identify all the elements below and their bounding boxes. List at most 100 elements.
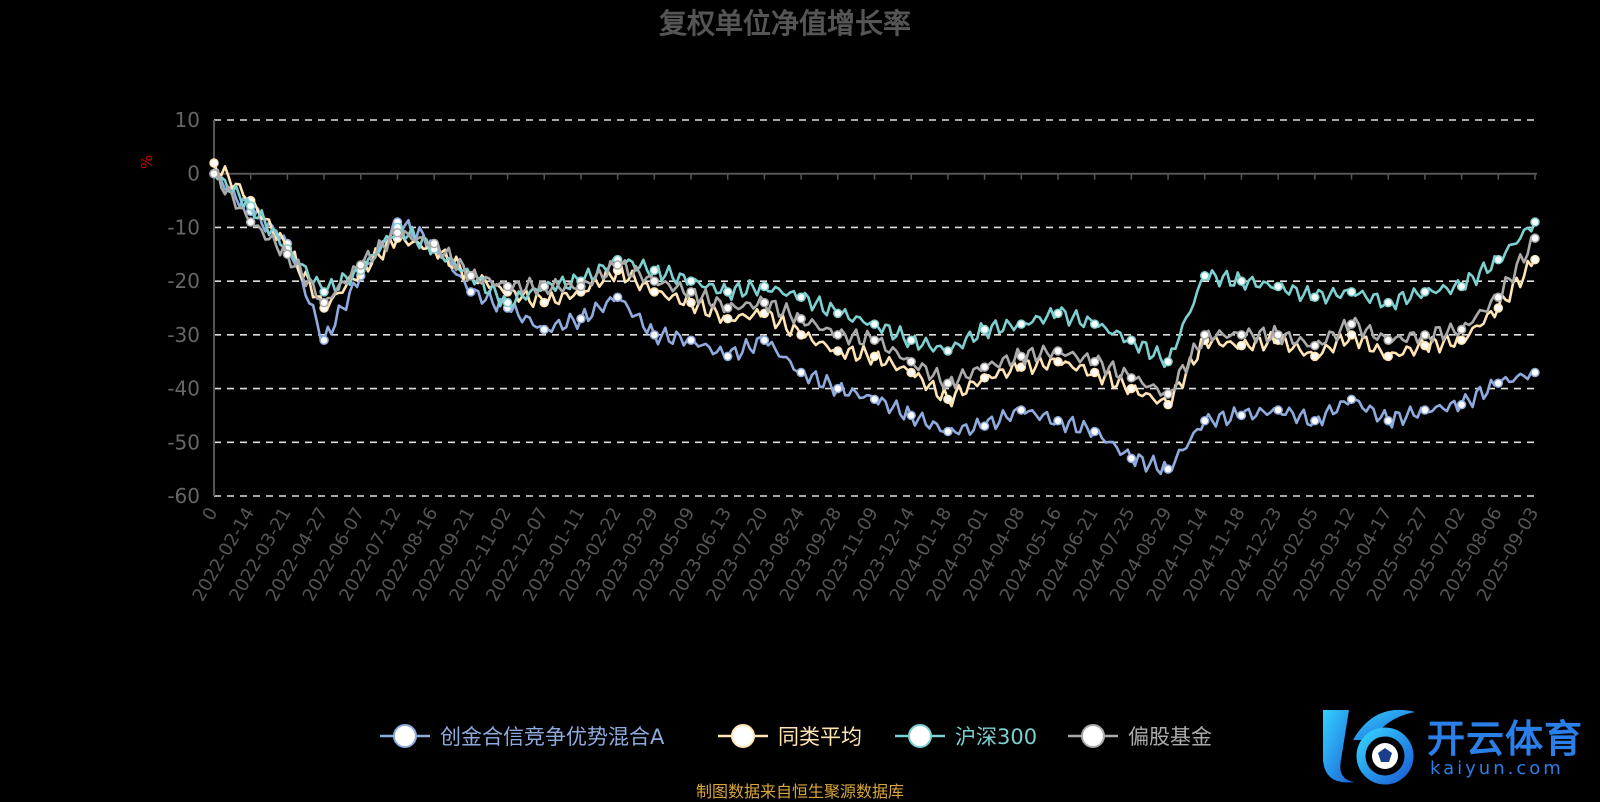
- data-point: [833, 383, 843, 394]
- data-point: [649, 276, 660, 286]
- data-point: [1493, 378, 1504, 388]
- data-point: [1383, 335, 1393, 345]
- data-point: [759, 308, 770, 319]
- y-tick-labels: 10 0 -10 -20 -30 -40 -50 -60: [167, 108, 200, 508]
- data-point: [1493, 254, 1504, 265]
- legend-marker: [731, 724, 755, 748]
- y-tick-label: -20: [167, 269, 200, 293]
- data-point: [1420, 287, 1430, 297]
- data-point: [1346, 394, 1357, 405]
- data-point: [429, 238, 439, 249]
- legend-marker: [393, 724, 417, 748]
- data-point: [1126, 373, 1137, 383]
- x-tick-labels: 02022-02-142022-03-212022-04-272022-06-0…: [189, 504, 1544, 605]
- kaiyun-logo-icon: [1323, 709, 1415, 785]
- data-point: [979, 421, 990, 431]
- data-point: [245, 217, 256, 227]
- data-point: [1530, 254, 1540, 265]
- data-point: [1163, 389, 1173, 399]
- series-line: [212, 162, 1537, 408]
- y-tick-label: -60: [167, 484, 200, 508]
- data-point: [319, 287, 329, 297]
- data-point: [1016, 405, 1027, 415]
- data-point: [906, 410, 916, 421]
- data-point: [1200, 416, 1210, 426]
- data-point: [1053, 346, 1063, 356]
- data-point: [833, 330, 843, 340]
- data-point: [282, 249, 293, 260]
- data-point: [906, 335, 916, 345]
- legend-marker: [1081, 724, 1105, 748]
- data-point: [759, 297, 770, 308]
- data-point: [1126, 383, 1137, 394]
- data-point: [906, 356, 916, 367]
- data-point: [1089, 367, 1100, 378]
- data-point: [833, 346, 843, 356]
- data-point: [1383, 416, 1393, 426]
- data-point: [1346, 319, 1357, 329]
- data-point: [1456, 281, 1467, 292]
- data-point: [245, 201, 256, 211]
- y-tick-label: -40: [167, 377, 200, 401]
- data-point: [209, 168, 219, 179]
- brand-name: 开云体育: [1427, 717, 1584, 761]
- data-point: [649, 265, 660, 276]
- data-point: [869, 335, 880, 345]
- data-point: [649, 330, 660, 340]
- data-point: [1420, 405, 1430, 415]
- data-point: [1236, 330, 1247, 340]
- axes: [213, 120, 1537, 496]
- data-point: [943, 394, 953, 405]
- data-point: [1126, 453, 1137, 464]
- data-point: [1383, 297, 1393, 308]
- data-point: [1200, 330, 1210, 340]
- data-point: [1420, 340, 1430, 351]
- chart-title: 复权单位净值增长率: [659, 7, 911, 40]
- data-point: [1236, 340, 1247, 351]
- data-point: [722, 313, 733, 324]
- data-point: [869, 351, 880, 362]
- data-point: [1456, 335, 1467, 345]
- data-point: [1236, 276, 1247, 286]
- data-point: [759, 335, 770, 345]
- data-point: [1053, 308, 1063, 319]
- y-tick-label: 10: [175, 108, 200, 132]
- y-tick-label: -50: [167, 430, 200, 454]
- data-point: [1089, 426, 1100, 437]
- series-lines: [209, 158, 1540, 476]
- data-point: [1310, 340, 1320, 351]
- data-point: [319, 297, 329, 308]
- data-point: [979, 362, 990, 372]
- data-point: [502, 281, 513, 292]
- data-point: [1310, 292, 1320, 303]
- data-point: [1126, 335, 1137, 345]
- data-point: [1089, 319, 1100, 329]
- data-point: [722, 351, 733, 362]
- data-point: [686, 297, 696, 308]
- data-point: [1163, 464, 1173, 474]
- data-point: [466, 271, 476, 281]
- data-point: [356, 260, 366, 270]
- brand-logo: 开云体育 kaiyun.com: [1315, 700, 1595, 795]
- data-point: [1310, 416, 1320, 426]
- data-point: [943, 346, 953, 356]
- source-footer: 制图数据来自恒生聚源数据库: [695, 782, 904, 801]
- data-point: [1456, 324, 1467, 335]
- data-point: [979, 373, 990, 383]
- data-point: [1053, 356, 1063, 367]
- data-point: [1383, 351, 1393, 362]
- data-point: [1493, 303, 1504, 313]
- data-point: [1420, 330, 1430, 340]
- data-point: [1310, 351, 1320, 362]
- data-point: [209, 158, 219, 168]
- data-point: [319, 335, 329, 345]
- data-point: [833, 308, 843, 319]
- data-point: [796, 367, 806, 378]
- data-point: [1530, 217, 1540, 227]
- data-point: [1016, 319, 1027, 329]
- y-tick-label: 0: [187, 162, 200, 186]
- data-point: [576, 281, 586, 292]
- data-point: [612, 292, 623, 303]
- data-point: [1346, 287, 1357, 297]
